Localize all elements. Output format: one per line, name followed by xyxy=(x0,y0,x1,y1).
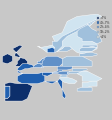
Polygon shape xyxy=(5,82,32,101)
Polygon shape xyxy=(82,45,97,48)
Polygon shape xyxy=(77,71,102,81)
Polygon shape xyxy=(41,66,44,67)
Polygon shape xyxy=(45,79,66,99)
Polygon shape xyxy=(82,81,97,87)
Polygon shape xyxy=(60,77,77,84)
Polygon shape xyxy=(2,54,12,64)
Polygon shape xyxy=(67,71,87,74)
Polygon shape xyxy=(37,59,45,64)
Polygon shape xyxy=(77,87,92,91)
Polygon shape xyxy=(12,45,27,66)
Polygon shape xyxy=(42,72,52,76)
Polygon shape xyxy=(60,75,67,77)
Polygon shape xyxy=(80,48,97,51)
Polygon shape xyxy=(52,19,97,53)
Polygon shape xyxy=(57,66,72,70)
Polygon shape xyxy=(34,64,42,67)
Polygon shape xyxy=(37,14,102,54)
Polygon shape xyxy=(77,16,102,44)
Polygon shape xyxy=(72,69,87,71)
Polygon shape xyxy=(37,56,65,72)
Polygon shape xyxy=(80,53,97,56)
Polygon shape xyxy=(17,64,45,84)
Legend: >7%, 4%-7%, 2%-4%, 1%-2%, <1%: >7%, 4%-7%, 2%-4%, 1%-2%, <1% xyxy=(96,15,110,39)
Polygon shape xyxy=(5,86,10,99)
Polygon shape xyxy=(60,56,92,66)
Polygon shape xyxy=(47,48,55,53)
Polygon shape xyxy=(52,71,70,75)
